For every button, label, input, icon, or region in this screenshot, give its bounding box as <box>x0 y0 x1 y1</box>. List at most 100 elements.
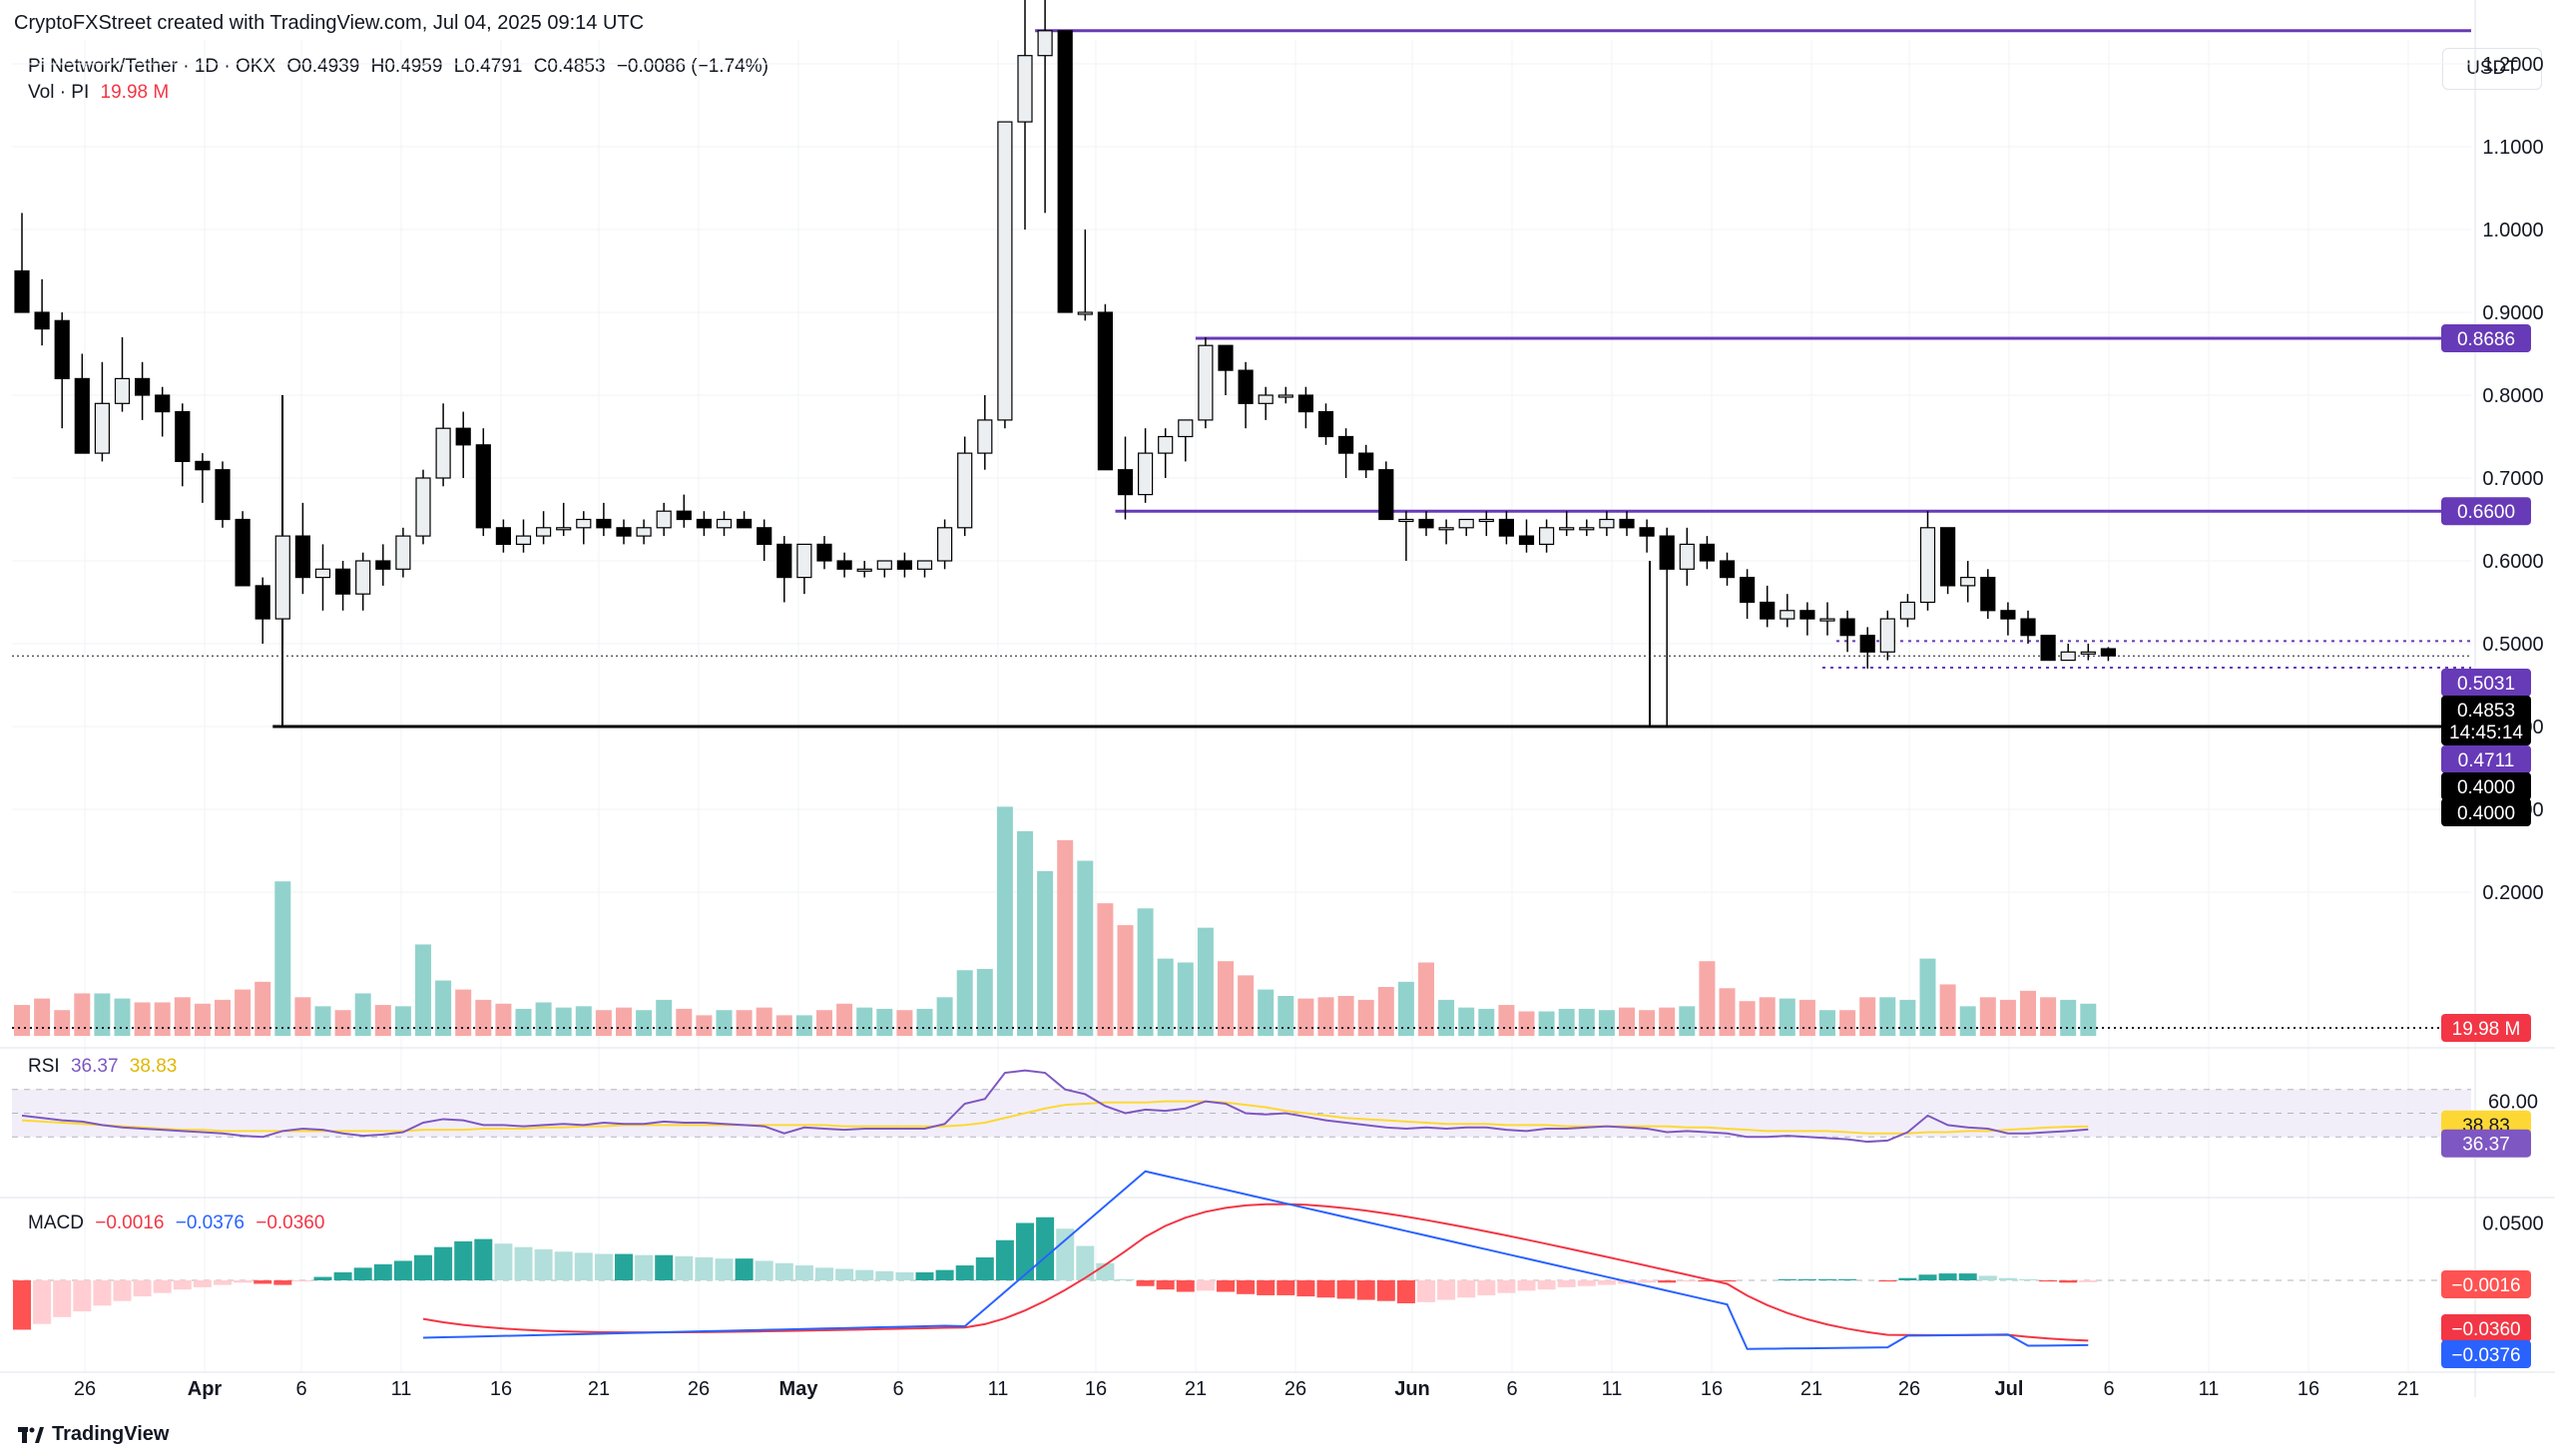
candle-body <box>896 560 913 570</box>
candle-body <box>1639 527 1655 537</box>
macd-hist-bar <box>755 1260 773 1280</box>
candle-body <box>1317 411 1334 438</box>
candle-body <box>1780 610 1795 620</box>
time-tick-label: 6 <box>1506 1378 1517 1400</box>
macd-hist-bar <box>855 1269 874 1280</box>
macd-hist-bar <box>73 1280 92 1312</box>
time-tick-label: 6 <box>2103 1378 2114 1400</box>
macd-hist-bar <box>1638 1280 1657 1283</box>
candle-body <box>1017 55 1033 123</box>
rsi-ma-value: 38.83 <box>129 1056 178 1077</box>
candle-body <box>455 427 471 446</box>
volume-bar <box>54 1010 71 1036</box>
candle-body <box>1117 469 1134 496</box>
macd-hist-bar <box>1557 1280 1576 1287</box>
time-tick-label: 26 <box>1898 1378 1920 1400</box>
currency-button[interactable]: USDT <box>2442 48 2542 90</box>
price-tick-label: 0.8000 <box>2482 385 2543 407</box>
volume-bar <box>1859 997 1876 1036</box>
macd-hist-bar <box>1316 1280 1335 1298</box>
macd-hist-bar <box>574 1252 593 1280</box>
macd-hist-bar <box>554 1251 573 1280</box>
volume-bar <box>1538 1011 1555 1036</box>
time-tick-label: 11 <box>988 1378 1009 1400</box>
macd-hist-bar <box>1978 1275 1997 1280</box>
macd-hist-bar <box>1818 1278 1836 1280</box>
time-tick-label: 16 <box>2298 1378 2319 1400</box>
volume-bar <box>1197 927 1214 1036</box>
volume-bar <box>1639 1010 1656 1036</box>
candle-body <box>1498 518 1515 537</box>
macd-hist-bar <box>915 1271 934 1280</box>
volume-bar <box>1919 958 1936 1036</box>
volume-bar <box>1699 961 1716 1036</box>
price-label-bg <box>2441 798 2531 826</box>
macd-signal-axis-label-bg <box>2441 1314 2531 1342</box>
macd-hist-bar <box>1918 1274 1937 1280</box>
macd-label[interactable]: MACD <box>28 1213 84 1233</box>
candle-body <box>1337 435 1354 454</box>
volume-bar <box>2020 990 2036 1036</box>
macd-line-axis-label: −0.0376 <box>2451 1345 2520 1366</box>
volume-bar <box>716 1010 733 1036</box>
symbol-title[interactable]: Pi Network/Tether · 1D · OKX <box>28 56 276 77</box>
volume-bar <box>1839 1010 1856 1036</box>
volume-bar <box>956 970 973 1036</box>
candle-body <box>1939 527 1956 587</box>
volume-bar <box>775 1015 792 1036</box>
macd-line-value: −0.0376 <box>175 1213 245 1233</box>
candle-body <box>1579 527 1595 531</box>
time-tick-label: Apr <box>188 1378 223 1400</box>
candle-body <box>274 535 290 620</box>
candle-body <box>636 527 652 537</box>
macd-hist-bar <box>1457 1280 1476 1298</box>
macd-hist-bar <box>13 1280 31 1330</box>
candle-body <box>1739 576 1756 604</box>
macd-hist-bar <box>153 1280 172 1293</box>
macd-hist-bar <box>1376 1280 1395 1301</box>
macd-hist-bar <box>895 1271 914 1280</box>
volume-bar <box>916 1008 933 1036</box>
price-chart[interactable]: 1.2000 1.1000 1.0000 0.9000 0.8000 0.7000 0.60… <box>0 0 2555 1417</box>
volume-bar <box>555 1007 572 1036</box>
macd-hist-bar <box>273 1280 292 1285</box>
volume-bar <box>114 998 131 1036</box>
candle-body <box>475 444 491 529</box>
rsi-axis-label: 36.37 <box>2462 1135 2510 1156</box>
macd-hist-bar <box>635 1254 654 1280</box>
volume-bar <box>1478 1008 1495 1036</box>
candle-body <box>2020 618 2036 637</box>
price-label: 0.6600 <box>2457 502 2515 523</box>
candle-body <box>314 568 331 579</box>
macd-hist-bar <box>434 1246 453 1280</box>
volume-bar <box>535 1002 552 1036</box>
volume-bar <box>1558 1008 1575 1036</box>
macd-hist-bar <box>1237 1280 1256 1294</box>
candle-body <box>1158 435 1174 454</box>
macd-hist-bar <box>815 1267 833 1280</box>
rsi-label[interactable]: RSI <box>28 1056 60 1077</box>
candle-body <box>977 419 993 454</box>
price-label-bg <box>2441 772 2531 800</box>
macd-hist-bar <box>1577 1280 1596 1286</box>
candle-body <box>676 510 692 521</box>
tradingview-logo[interactable]: TradingView <box>18 1423 169 1446</box>
candle-body <box>1057 30 1073 313</box>
volume-bar <box>1458 1007 1475 1036</box>
candle-body <box>1538 527 1555 545</box>
macd-hist-bar <box>1778 1278 1796 1280</box>
candle-body <box>1077 311 1093 315</box>
macd-hist-bar <box>1958 1273 1977 1280</box>
price-label: 0.8686 <box>2457 329 2515 350</box>
macd-hist-bar <box>534 1248 553 1280</box>
countdown-label-bg <box>2441 718 2531 745</box>
volume-label[interactable]: Vol · PI <box>28 82 90 103</box>
price-label: 0.4000 <box>2457 777 2515 798</box>
volume-bar <box>656 999 673 1036</box>
macd-hist-bar <box>1056 1228 1075 1280</box>
candle-body <box>395 535 411 570</box>
macd-hist-bar <box>113 1280 132 1301</box>
candle-body <box>1559 527 1575 531</box>
volume-bar <box>1619 1007 1635 1036</box>
macd-hist-axis-label-bg <box>2441 1270 2531 1298</box>
